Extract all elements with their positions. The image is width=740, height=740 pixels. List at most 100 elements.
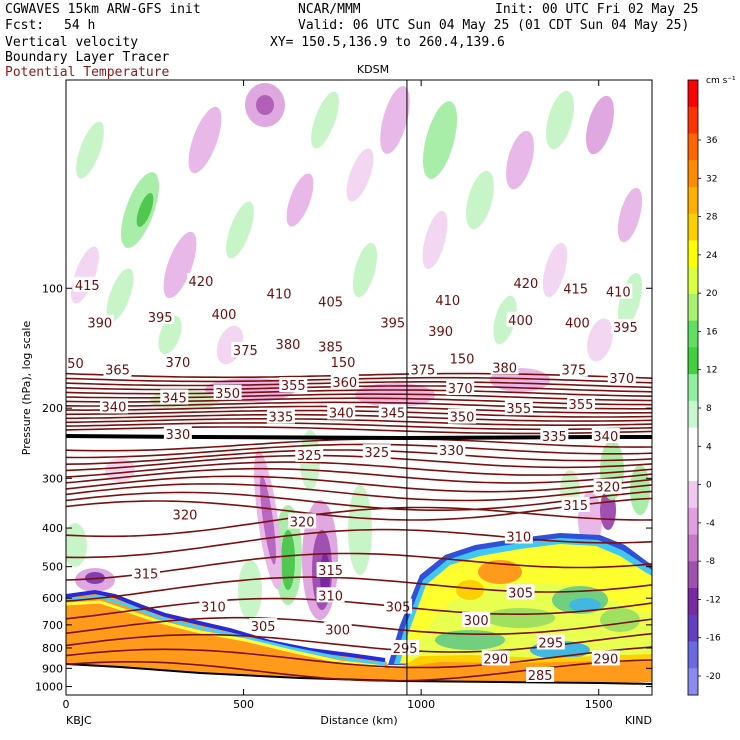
theta-label-bg — [330, 374, 359, 390]
theta-label-bg — [611, 318, 640, 334]
theta-label-bg — [506, 584, 535, 600]
theta-label-bg — [199, 598, 228, 614]
colorbar-tick-label: -8 — [706, 557, 715, 567]
station-marker-label: KDSM — [357, 63, 389, 76]
y-tick-label: 200 — [42, 402, 63, 415]
y-tick-label: 300 — [42, 472, 63, 485]
theta-label: 320 — [173, 509, 198, 524]
theta-label-bg — [163, 425, 192, 441]
colorbar-tick-label: 12 — [706, 366, 717, 376]
isentrope — [66, 376, 652, 384]
theta-label: 325 — [364, 446, 389, 461]
theta-label-bg — [506, 311, 535, 327]
colorbar-swatch — [688, 641, 698, 669]
colorbar-tick-label: 32 — [706, 174, 717, 184]
colorbar-swatch — [688, 293, 698, 322]
theta-label-bg — [378, 404, 407, 420]
theta-label: 400 — [508, 314, 533, 329]
theta-label: 300 — [464, 614, 489, 629]
theta-label-bg — [391, 639, 420, 655]
theta-label: 360 — [332, 376, 357, 391]
colorbar-swatch — [688, 614, 698, 643]
colorbar-swatch — [688, 454, 698, 482]
theta-label: 355 — [506, 402, 531, 417]
theta-label-bg — [210, 305, 239, 321]
theta-label-bg — [604, 283, 633, 299]
theta-label: 315 — [133, 567, 158, 582]
theta-label-bg — [462, 611, 491, 627]
theta-label-bg — [316, 293, 345, 309]
field-potential-temperature: Potential Temperature — [5, 65, 170, 80]
x-axis-label: Distance (km) — [320, 714, 397, 727]
theta-label: 350 — [450, 411, 475, 426]
theta-label-bg — [437, 442, 466, 458]
theta-label: 325 — [297, 449, 322, 464]
colorbar-swatch — [688, 561, 698, 589]
theta-label-bg — [384, 598, 413, 614]
theta-label: 305 — [251, 620, 276, 635]
colorbar-swatch — [688, 106, 698, 134]
isentrope — [66, 409, 652, 418]
theta-label: 410 — [606, 286, 631, 301]
isentrope — [66, 467, 652, 484]
theta-label-bg — [408, 361, 437, 377]
isentrope — [66, 616, 652, 635]
isentrope — [66, 381, 652, 389]
theta-label-bg — [511, 274, 540, 290]
theta-label-bg — [447, 408, 476, 424]
colorbar-unit: cm s⁻¹ — [706, 76, 736, 86]
theta-label: 340 — [593, 430, 618, 445]
theta-label: 395 — [380, 317, 405, 332]
theta-label-bg — [362, 444, 391, 460]
isentrope — [66, 475, 652, 493]
colorbar-tick-label: -4 — [706, 519, 715, 529]
colorbar-swatch — [688, 267, 698, 295]
isentrope — [66, 461, 652, 478]
valid-time: Valid: 06 UTC Sun 04 May 25 (01 CDT Sun … — [298, 18, 690, 33]
theta-label: 350 — [215, 387, 240, 402]
isentrope — [66, 413, 652, 422]
colorbar-swatch — [688, 80, 698, 108]
colorbar-tick-label: -16 — [706, 634, 721, 644]
colorbar-tick-label: 36 — [706, 136, 718, 146]
x-tick-label: 1500 — [585, 698, 613, 711]
theta-label-bg — [160, 389, 189, 405]
theta-label-bg — [561, 280, 590, 296]
theta-label: 345 — [380, 406, 405, 421]
isentrope — [66, 528, 652, 559]
theta-label-bg — [591, 428, 620, 444]
theta-label: 305 — [508, 586, 533, 601]
theta-label: 415 — [75, 279, 100, 294]
y-tick-label: 100 — [42, 282, 63, 295]
isentrope — [66, 401, 652, 410]
theta-labels: 415 420 420 415 410 410 405 410 390 395 400 395 390 4… — [66, 273, 640, 684]
colorbar-tick-label: 0 — [706, 481, 712, 491]
org-label: NCAR/MMM — [298, 2, 361, 17]
theta-label: 405 — [318, 296, 343, 311]
y-tick-label: 400 — [42, 522, 63, 535]
theta-label-bg — [273, 335, 302, 351]
colorbar-swatch — [688, 133, 698, 161]
theta-label: 395 — [148, 311, 173, 326]
theta-label: 370 — [165, 356, 190, 371]
theta-label-bg — [327, 404, 356, 420]
theta-label-bg — [536, 634, 565, 650]
colorbar-tick-label: 20 — [706, 289, 718, 299]
colorbar-tick-label: -12 — [706, 595, 721, 605]
theta-label: 355 — [281, 379, 306, 394]
theta-label: 420 — [514, 277, 539, 292]
theta-label: 390 — [428, 325, 453, 340]
theta-label-bg — [490, 359, 519, 375]
theta-label-bg — [316, 562, 345, 578]
colorbar-swatch — [688, 320, 698, 348]
theta-label-bg — [526, 666, 555, 682]
theta-label-bg — [504, 528, 533, 544]
theta-label: 300 — [325, 624, 350, 639]
isentrope — [66, 659, 652, 682]
isentrope — [66, 576, 652, 602]
theta-label: 345 — [162, 391, 187, 406]
isentrope — [66, 443, 652, 459]
colorbar-tick-label: 24 — [706, 251, 718, 261]
y-tick-label: 700 — [42, 619, 63, 632]
